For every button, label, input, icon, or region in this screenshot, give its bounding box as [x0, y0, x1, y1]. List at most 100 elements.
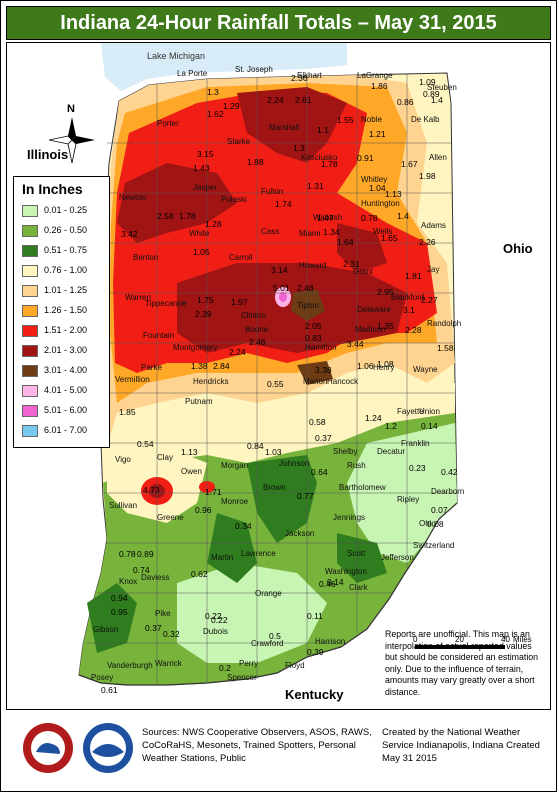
- legend-swatch: [22, 285, 38, 297]
- county-label: Floyd: [285, 661, 305, 670]
- observation-value: 0.77: [297, 491, 314, 501]
- legend-label: 6.01 - 7.00: [44, 425, 88, 435]
- observation-value: 1.67: [401, 159, 418, 169]
- observation-value: 2.48: [297, 283, 314, 293]
- noaa-logo-icon: [83, 723, 133, 773]
- county-label: Carroll: [229, 253, 253, 262]
- county-label: Montgomery: [173, 343, 218, 352]
- legend-item: 0.76 - 1.00: [22, 265, 110, 279]
- county-label: Benton: [133, 253, 159, 262]
- map-area: Lake Michigan Illinois Ohio Kentucky N L…: [6, 42, 551, 710]
- title-bar: Indiana 24-Hour Rainfall Totals – May 31…: [6, 6, 551, 40]
- legend-item: 6.01 - 7.00: [22, 425, 110, 439]
- legend-swatch: [22, 385, 38, 397]
- county-label: Fayette: [397, 407, 424, 416]
- county-label: Henry: [373, 363, 395, 372]
- county-label: Brown: [263, 483, 286, 492]
- observation-value: 1.78: [179, 211, 196, 221]
- county-label: Vanderburgh: [107, 661, 153, 670]
- county-label: Vigo: [115, 455, 131, 464]
- legend: In Inches 0.01 - 0.25 0.26 - 0.50 0.51 - 0…: [13, 176, 110, 448]
- observation-value: 1.65: [381, 233, 398, 243]
- rain-core-east: [337, 223, 387, 273]
- observation-value: 1.86: [371, 81, 388, 91]
- legend-label: 0.01 - 0.25: [44, 205, 88, 215]
- county-label: Starke: [227, 137, 251, 146]
- ohio-label: Ohio: [503, 241, 533, 256]
- county-label: Marshall: [269, 123, 300, 132]
- observation-value: 1.88: [247, 157, 264, 167]
- legend-label: 5.01 - 6.00: [44, 405, 88, 415]
- legend-label: 0.26 - 0.50: [44, 225, 88, 235]
- observation-value: 0.11: [307, 611, 323, 621]
- legend-swatch: [22, 325, 38, 337]
- observation-value: 1.03: [265, 447, 282, 457]
- observation-value: 1.85: [119, 407, 136, 417]
- county-label: Morgan: [221, 461, 249, 470]
- county-label: Madison: [355, 325, 386, 334]
- compass-icon: [48, 117, 95, 164]
- legend-label: 1.26 - 1.50: [44, 305, 88, 315]
- county-label: Miami: [299, 229, 321, 238]
- county-label: Scott: [347, 549, 366, 558]
- rain-band-light-green-south: [177, 563, 327, 663]
- observation-value: 0.74: [133, 565, 150, 575]
- county-label: Clark: [349, 583, 368, 592]
- county-label: St. Joseph: [235, 65, 273, 74]
- scale-bar-graphic: [415, 645, 505, 649]
- legend-label: 2.01 - 3.00: [44, 345, 88, 355]
- county-label: Clay: [157, 453, 174, 462]
- county-label: Boone: [245, 325, 269, 334]
- credit-text: Created by the National Weather Service …: [382, 727, 540, 764]
- rain-core-brown: [291, 289, 325, 321]
- rain-core-brown-south: [297, 361, 333, 385]
- legend-swatch: [22, 225, 38, 237]
- observation-value: 1.55: [337, 115, 354, 125]
- observation-value: 0.78: [119, 549, 136, 559]
- county-label: Lawrence: [241, 549, 276, 558]
- observation-value: 0.07: [431, 505, 448, 515]
- legend-item: 1.51 - 2.00: [22, 325, 110, 339]
- legend-label: 0.76 - 1.00: [44, 265, 88, 275]
- observation-value: 1.31: [307, 181, 324, 191]
- county-label: Jackson: [285, 529, 315, 538]
- county-label: Jefferson: [381, 553, 414, 562]
- observation-value: 0.22: [205, 611, 222, 621]
- county-label: Porter: [157, 119, 179, 128]
- rain-core-north: [237, 87, 347, 163]
- observation-value: 0.91: [357, 153, 374, 163]
- county-label: Bartholomew: [339, 483, 386, 492]
- observation-value: 1.1: [317, 125, 329, 135]
- observation-value: 3.1: [403, 305, 415, 315]
- compass-rose: N: [47, 103, 97, 167]
- observation-value: 0.84: [247, 441, 264, 451]
- observation-value: 1.13: [181, 447, 198, 457]
- legend-item: 0.26 - 0.50: [22, 225, 110, 239]
- county-label: Huntington: [361, 199, 400, 208]
- observation-value: 0.37: [315, 433, 332, 443]
- observation-value: 1.74: [275, 199, 292, 209]
- legend-swatch: [22, 405, 38, 417]
- county-label: Union: [419, 407, 440, 416]
- scale-label-0: 0: [413, 635, 418, 644]
- county-label: Spencer: [227, 673, 257, 682]
- rain-band-darkgreen-4: [337, 533, 387, 583]
- observation-value: 2.61: [295, 95, 312, 105]
- county-label: Whitley: [361, 175, 388, 184]
- legend-title: In Inches: [22, 181, 83, 197]
- observation-value: 1.47: [317, 213, 334, 223]
- observation-value: 4.73: [143, 485, 160, 495]
- observation-value: 0.83: [305, 333, 322, 343]
- county-label: Posey: [91, 673, 114, 682]
- observation-value: 0.2: [219, 663, 231, 673]
- observation-value: 0.42: [441, 467, 458, 477]
- observation-value: 1.62: [207, 109, 224, 119]
- county-label: Franklin: [401, 439, 430, 448]
- county-label: Dubois: [203, 627, 228, 636]
- county-label: Perry: [239, 659, 259, 668]
- legend-item: 0.51 - 0.75: [22, 245, 110, 259]
- nws-logo-icon: [23, 723, 73, 773]
- kentucky-label: Kentucky: [285, 687, 344, 702]
- observation-value: 5.01: [273, 283, 290, 293]
- observation-value: 0.08: [427, 519, 444, 529]
